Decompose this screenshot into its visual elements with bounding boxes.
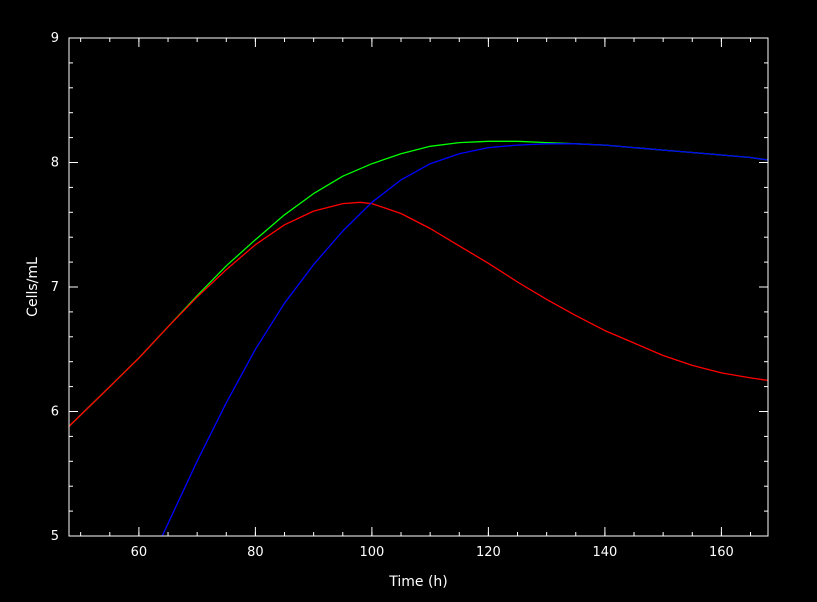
tick-labels: 60 80 100 120 140 160 5 6 7 8 9 bbox=[51, 31, 734, 560]
series-line-2 bbox=[68, 201, 769, 427]
y-tick-label: 8 bbox=[51, 156, 59, 171]
x-axis-label: Time (h) bbox=[388, 574, 448, 590]
y-tick-label: 5 bbox=[51, 529, 59, 544]
series-lines bbox=[68, 140, 769, 537]
series-line-3 bbox=[161, 143, 769, 537]
x-tick-label: 60 bbox=[131, 545, 148, 560]
x-tick-label: 160 bbox=[709, 545, 734, 560]
x-tick-label: 100 bbox=[359, 545, 384, 560]
y-tick-label: 6 bbox=[51, 405, 59, 420]
y-tick-label: 7 bbox=[51, 280, 59, 295]
x-tick-label: 120 bbox=[476, 545, 501, 560]
y-tick-label: 9 bbox=[51, 31, 59, 46]
x-tick-label: 140 bbox=[592, 545, 617, 560]
plot-frame bbox=[68, 37, 769, 537]
x-tick-label: 80 bbox=[247, 545, 264, 560]
y-axis-label: Cells/mL bbox=[25, 257, 41, 317]
